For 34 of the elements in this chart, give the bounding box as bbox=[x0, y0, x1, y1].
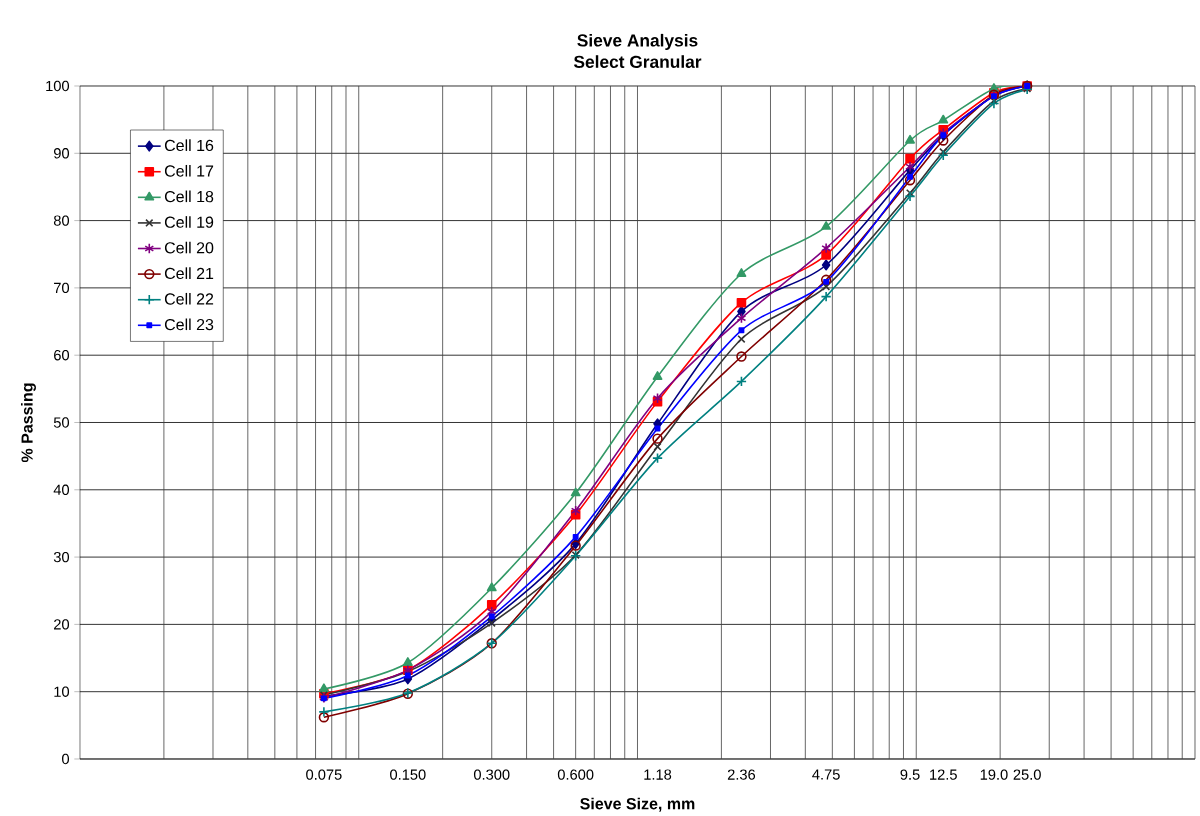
y-axis-title: % Passing bbox=[21, 383, 36, 463]
legend-label: Cell 20 bbox=[164, 241, 214, 254]
x-tick-label: 2.36 bbox=[727, 769, 756, 780]
x-tick-label: 0.300 bbox=[473, 769, 510, 780]
y-tick-label: 20 bbox=[54, 619, 70, 630]
y-tick-label: 0 bbox=[62, 753, 70, 765]
x-tick-label: 12.5 bbox=[930, 769, 957, 780]
chart-subtitle: Select Granular bbox=[573, 55, 702, 68]
x-tick-label: 19.0 bbox=[980, 769, 1008, 780]
legend-label: Cell 18 bbox=[164, 190, 214, 203]
x-tick-label: 1.18 bbox=[644, 769, 672, 780]
x-axis-title: Sieve Size, mm bbox=[580, 797, 695, 812]
chart-title: Sieve Analysis bbox=[577, 33, 698, 50]
y-tick-label: 80 bbox=[53, 215, 70, 226]
x-tick-label: 9.5 bbox=[900, 769, 920, 780]
y-tick-label: 30 bbox=[53, 551, 70, 563]
legend-label: Cell 23 bbox=[164, 318, 214, 331]
x-tick-label: 4.75 bbox=[812, 769, 840, 780]
y-tick-label: 50 bbox=[53, 417, 70, 428]
y-tick-label: 70 bbox=[54, 282, 70, 294]
legend-label: Cell 22 bbox=[164, 292, 214, 305]
legend-label: Cell 19 bbox=[164, 216, 214, 228]
legend-label: Cell 16 bbox=[164, 139, 214, 151]
x-tick-label: 0.075 bbox=[306, 769, 342, 780]
y-tick-label: 100 bbox=[46, 80, 70, 92]
y-tick-label: 40 bbox=[53, 484, 70, 495]
y-tick-label: 60 bbox=[54, 349, 70, 361]
x-tick-label: 0.150 bbox=[390, 769, 426, 780]
legend-label: Cell 17 bbox=[164, 164, 214, 177]
legend-label: Cell 21 bbox=[164, 267, 214, 279]
y-tick-label: 90 bbox=[53, 148, 70, 159]
x-tick-label: 0.600 bbox=[557, 769, 594, 780]
y-tick-label: 10 bbox=[54, 686, 70, 697]
x-tick-label: 25.0 bbox=[1013, 769, 1041, 780]
